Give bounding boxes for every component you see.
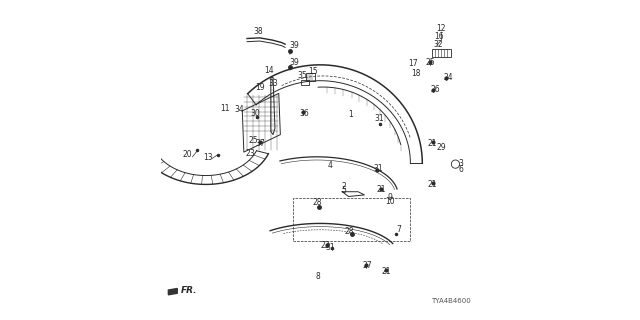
Text: 6: 6 [458, 165, 463, 174]
Text: 23: 23 [245, 149, 255, 158]
Text: 19: 19 [255, 83, 265, 92]
Text: 12: 12 [436, 24, 446, 33]
Text: 29: 29 [436, 143, 446, 152]
Text: 1: 1 [348, 110, 353, 119]
Bar [293, 198, 410, 241]
Text: 31: 31 [375, 114, 385, 123]
Text: 20: 20 [182, 150, 192, 159]
Text: 5: 5 [341, 186, 346, 195]
Text: FR.: FR. [180, 285, 197, 295]
Text: 10: 10 [385, 197, 395, 206]
Text: 37: 37 [255, 139, 265, 148]
Text: 14: 14 [264, 66, 274, 75]
Text: 9: 9 [387, 193, 392, 202]
Text: 39: 39 [289, 41, 299, 50]
Text: 2: 2 [341, 181, 346, 190]
Text: TYA4B4600: TYA4B4600 [431, 298, 470, 304]
Text: 31: 31 [374, 164, 383, 173]
Text: 21: 21 [428, 139, 437, 148]
Text: 18: 18 [411, 69, 420, 78]
Bar [306, 73, 316, 81]
Text: 21: 21 [428, 180, 437, 189]
Text: 15: 15 [308, 67, 317, 76]
Text: 24: 24 [444, 73, 453, 82]
Text: 13: 13 [204, 153, 213, 162]
Bar [301, 80, 309, 85]
Text: 7: 7 [396, 225, 401, 234]
Text: 28: 28 [312, 198, 321, 207]
Text: 25: 25 [426, 59, 435, 68]
Text: 25: 25 [249, 136, 259, 145]
Text: 34: 34 [234, 105, 244, 115]
Text: 16: 16 [434, 32, 444, 41]
Text: 31: 31 [326, 244, 335, 252]
Polygon shape [168, 288, 177, 295]
Bar [431, 49, 451, 57]
Text: 33: 33 [268, 79, 278, 88]
Text: 8: 8 [315, 272, 320, 281]
Text: 17: 17 [408, 60, 417, 68]
Text: 36: 36 [300, 108, 309, 117]
Text: 11: 11 [220, 104, 230, 113]
Text: 3: 3 [458, 159, 463, 168]
Text: 27: 27 [363, 261, 372, 270]
Text: 32: 32 [433, 40, 443, 49]
Text: 22: 22 [321, 241, 330, 250]
Text: 30: 30 [250, 108, 260, 117]
Text: 4: 4 [328, 161, 333, 170]
Text: 39: 39 [289, 58, 299, 67]
Text: 26: 26 [430, 85, 440, 94]
Text: 21: 21 [381, 267, 391, 276]
Text: 21: 21 [376, 185, 386, 194]
Text: 35: 35 [298, 70, 307, 80]
Text: 38: 38 [253, 28, 263, 36]
Text: 28: 28 [345, 227, 355, 236]
